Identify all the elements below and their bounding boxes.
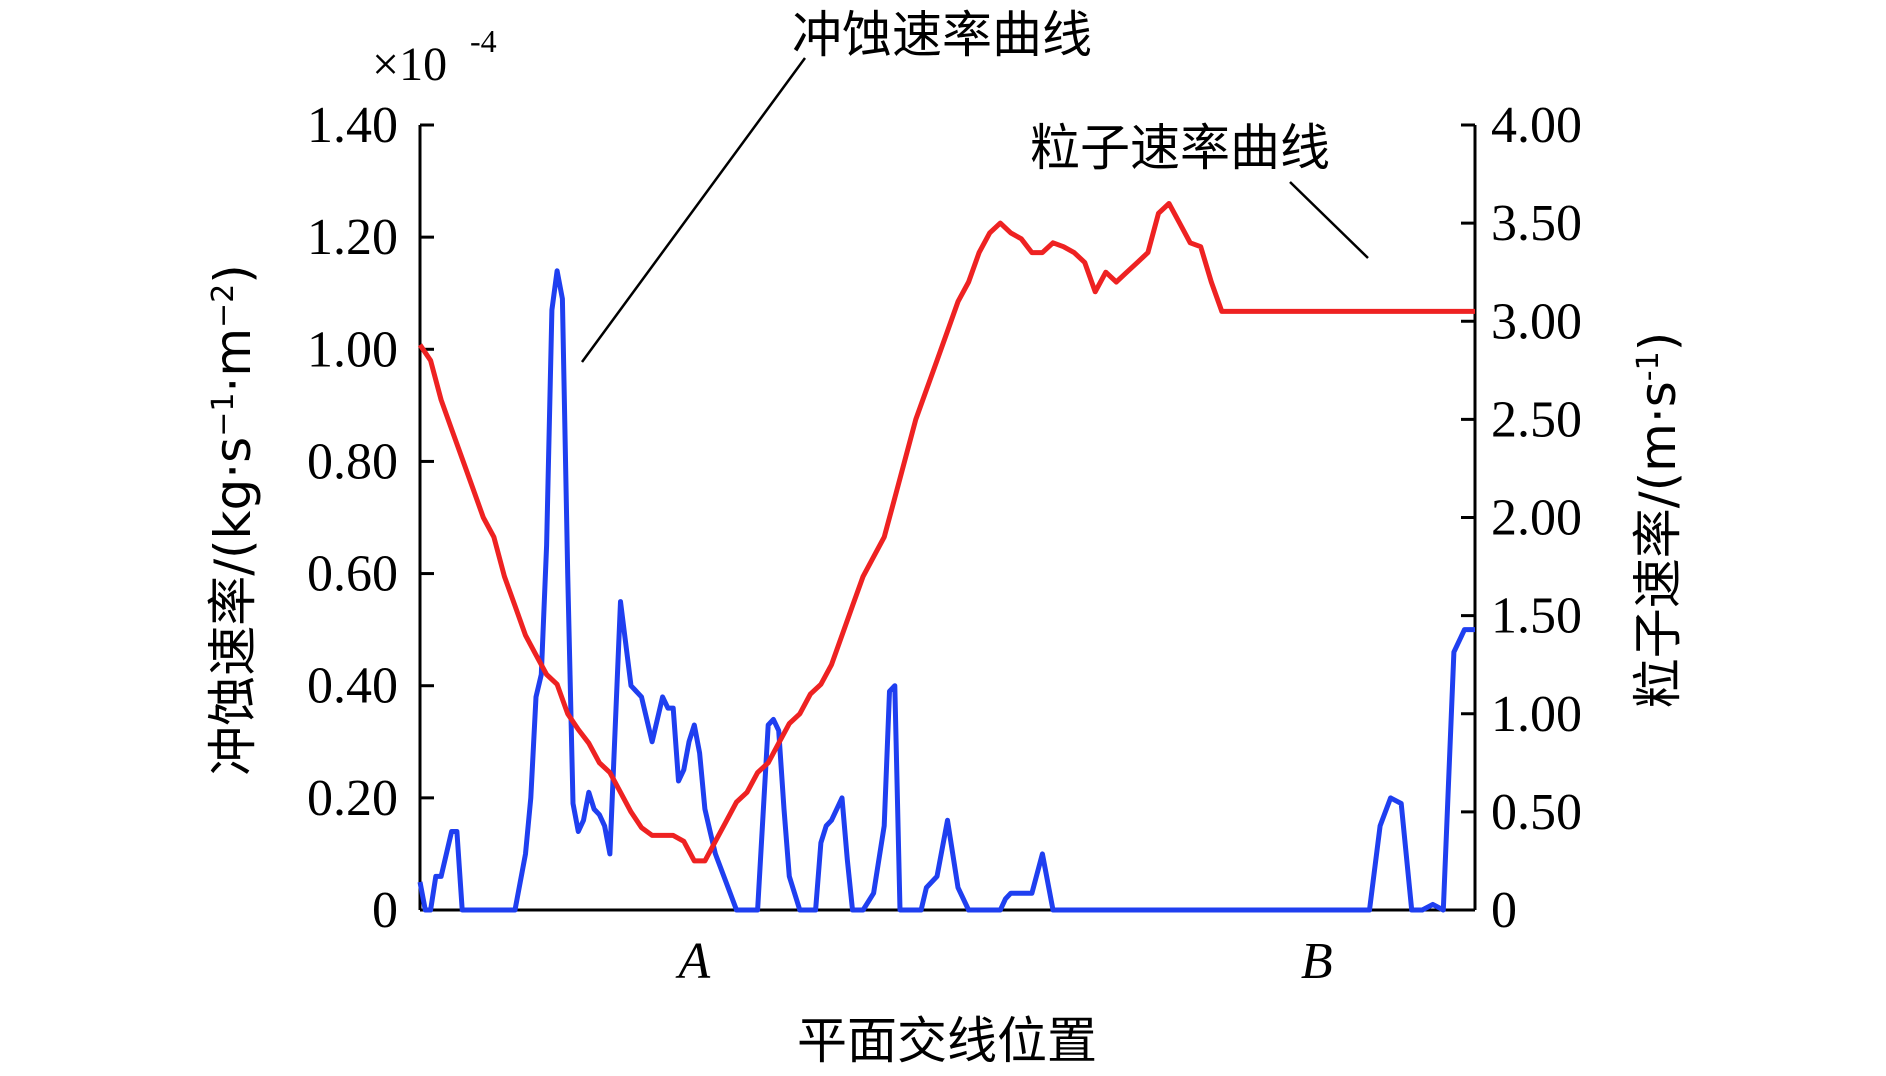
scale-factor-base: ×10 [372,38,447,91]
x-axis-title: 平面交线位置 [797,1012,1097,1070]
left-tick-label: 0.40 [307,658,398,715]
left-tick-label: 0.80 [307,433,398,490]
erosion-curve-leader [580,57,807,363]
svg-text:粒子速率/(m·s-1): 粒子速率/(m·s-1) [1629,332,1687,708]
right-tick-label: 0.50 [1491,784,1582,841]
particle-series-line [417,201,1475,864]
svg-text:冲蚀速率/(kg·s−1·m−2): 冲蚀速率/(kg·s−1·m−2) [204,264,262,776]
right-tick-label: 0 [1491,882,1517,939]
right-y-axis-title: 粒子速率/(m·s-1) [1629,332,1687,708]
x-category-label: A [675,933,710,990]
right-ylabel-end: ) [1629,332,1687,352]
left-ylabel-mid: ·m [204,328,262,393]
right-tick-label: 2.50 [1491,391,1582,448]
scale-factor-exponent: -4 [470,23,497,59]
left-tick-label: 1.00 [307,321,398,378]
left-tick-label: 1.40 [307,97,398,154]
left-tick-label: 1.20 [307,209,398,266]
right-tick-label: 1.50 [1491,588,1582,645]
left-tick-label: 0 [372,882,398,939]
x-category-label: B [1301,933,1333,990]
left-ylabel-sup1: −1 [206,393,241,437]
right-tick-label: 3.50 [1491,195,1582,252]
left-ylabel-end: ) [204,264,262,284]
left-tick-label: 0.20 [307,770,398,827]
right-tick-label: 2.00 [1491,490,1582,547]
right-ylabel-main: 粒子速率/(m·s [1629,381,1687,708]
right-tick-label: 3.00 [1491,293,1582,350]
left-ticks: 0 0.20 0.40 0.60 0.80 1.00 1.20 1.40 [307,97,434,939]
left-y-axis-title: 冲蚀速率/(kg·s−1·m−2) [204,264,262,776]
left-ylabel-sup2: −2 [206,284,241,328]
right-tick-label: 1.00 [1491,686,1582,743]
erosion-curve-annotation: 冲蚀速率曲线 [792,6,1092,64]
right-ylabel-sup: -1 [1631,351,1666,381]
right-ticks: 0 0.50 1.00 1.50 2.00 2.50 3.00 3.50 4.00 [1461,97,1582,939]
series-layer [417,201,1475,913]
particle-curve-annotation: 粒子速率曲线 [1030,119,1330,177]
erosion-series-line [417,268,1475,913]
right-tick-label: 4.00 [1491,97,1582,154]
particle-curve-leader [1289,181,1369,259]
left-ylabel-main: 冲蚀速率/(kg·s [204,437,262,776]
left-tick-label: 0.60 [307,546,398,603]
